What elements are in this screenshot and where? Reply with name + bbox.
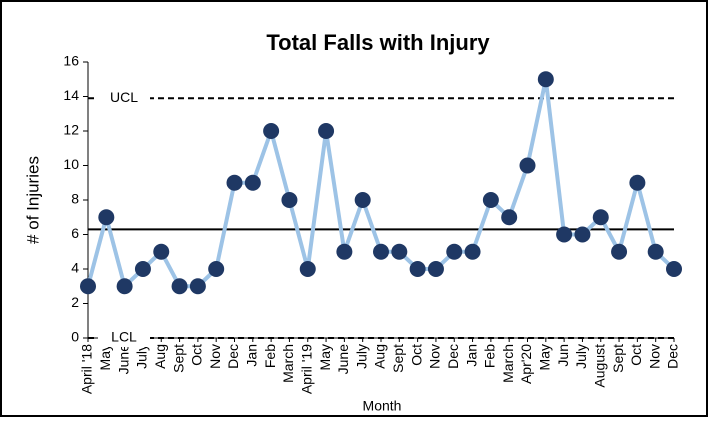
x-tick-label: June xyxy=(115,344,131,375)
marker xyxy=(336,243,353,260)
marker xyxy=(666,261,682,277)
x-tick-label: Aug xyxy=(152,344,168,369)
x-tick-label: Dec xyxy=(665,344,681,369)
x-tick-label: March xyxy=(280,344,296,383)
marker xyxy=(171,278,188,295)
marker xyxy=(263,123,280,139)
x-tick-label: Oct xyxy=(408,344,424,366)
x-tick-label: Dec xyxy=(445,344,461,369)
y-tick-label: 4 xyxy=(71,260,79,276)
x-tick-label: May xyxy=(317,344,333,370)
marker xyxy=(574,226,591,243)
x-tick-label: Oct xyxy=(628,344,644,366)
marker xyxy=(281,192,298,208)
marker xyxy=(427,261,444,277)
marker xyxy=(482,192,499,208)
marker xyxy=(80,278,96,295)
marker xyxy=(611,243,628,260)
marker xyxy=(409,261,426,277)
marker xyxy=(537,71,554,88)
marker xyxy=(116,278,133,295)
marker xyxy=(208,261,225,277)
x-tick-label: Jan xyxy=(244,344,260,367)
x-tick-label: August xyxy=(591,344,607,388)
marker xyxy=(629,174,646,191)
y-tick-label: 14 xyxy=(63,87,79,103)
x-tick-label: Apr'20 xyxy=(518,344,534,384)
chart-title: Total Falls with Injury xyxy=(266,30,490,55)
x-tick-label: Jun xyxy=(555,344,571,367)
x-tick-label: July xyxy=(353,344,369,369)
x-tick-label: June xyxy=(335,344,351,375)
marker xyxy=(134,261,151,277)
x-tick-label: Nov xyxy=(427,344,443,369)
x-tick-label: May xyxy=(537,344,553,370)
marker xyxy=(189,278,206,295)
x-tick-label: Oct xyxy=(189,344,205,366)
y-tick-label: 8 xyxy=(71,191,79,207)
marker xyxy=(519,157,536,174)
marker xyxy=(592,209,609,226)
marker xyxy=(226,174,243,191)
marker xyxy=(446,243,463,260)
y-axis-label: # of Injuries xyxy=(23,156,42,244)
x-tick-label: Nov xyxy=(646,344,662,369)
x-tick-label: Feb xyxy=(482,344,498,368)
marker xyxy=(98,209,115,226)
x-tick-label: July xyxy=(573,344,589,369)
y-tick-label: 6 xyxy=(71,225,79,241)
reference-label-bg xyxy=(98,89,150,108)
x-tick-label: Feb xyxy=(262,344,278,368)
x-tick-label: April '18 xyxy=(79,344,95,394)
reference-label: UCL xyxy=(110,89,138,105)
y-tick-label: 16 xyxy=(63,53,79,69)
x-tick-label: July xyxy=(134,344,150,369)
x-tick-label: May xyxy=(97,344,113,370)
y-tick-label: 0 xyxy=(71,329,79,345)
y-tick-label: 10 xyxy=(63,156,79,172)
x-tick-label: Nov xyxy=(207,344,223,369)
marker xyxy=(299,261,316,277)
x-tick-label: Sept xyxy=(610,344,626,373)
reference-label: LCL xyxy=(111,329,137,345)
marker xyxy=(373,243,389,260)
y-tick-label: 12 xyxy=(63,122,79,138)
marker xyxy=(464,243,481,260)
x-tick-label: Sept xyxy=(170,344,186,373)
marker xyxy=(244,174,261,191)
marker xyxy=(318,123,335,139)
marker xyxy=(501,209,518,226)
reference-label-bg xyxy=(98,329,150,347)
x-tick-label: Aug xyxy=(372,344,388,369)
x-tick-label: Dec xyxy=(225,344,241,369)
x-tick-label: Sept xyxy=(390,344,406,373)
marker xyxy=(391,243,408,260)
x-tick-label: April '19 xyxy=(298,344,314,394)
x-tick-label: Jan xyxy=(463,344,479,367)
marker xyxy=(647,243,664,260)
x-tick-label: March xyxy=(500,344,516,383)
marker xyxy=(153,243,170,260)
y-tick-label: 2 xyxy=(71,294,79,310)
x-axis-label: Month xyxy=(363,398,402,414)
marker xyxy=(354,192,371,208)
marker xyxy=(556,226,573,243)
